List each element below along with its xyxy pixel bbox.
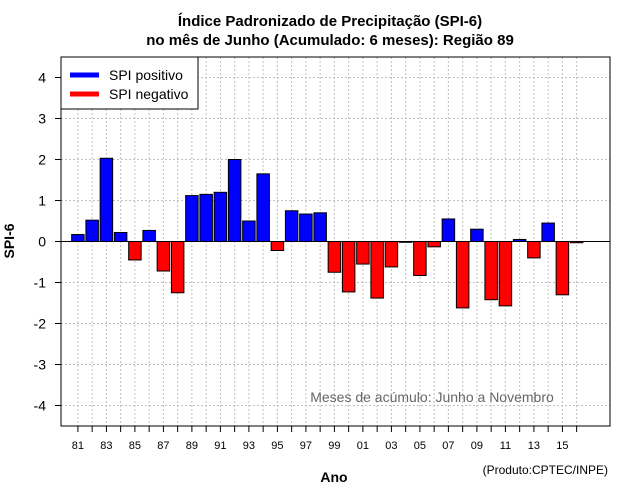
bar-2014	[541, 222, 555, 243]
y-tick-label: 0	[38, 234, 46, 250]
x-tick-label: 99	[328, 440, 340, 452]
bar-1986	[142, 229, 156, 242]
x-tick-label: 03	[385, 440, 397, 452]
bar-2010	[484, 241, 498, 301]
bar-2009	[470, 228, 484, 242]
bar-1999	[327, 241, 342, 273]
bar-2005	[413, 241, 427, 277]
annotation-text: Meses de acúmulo: Junho a Novembro	[310, 389, 554, 405]
x-tick-label: 85	[129, 440, 141, 452]
x-axis: 81 83 85 87 89 91 93 95 97 99 01 03 05 07 09 11 13 15	[72, 426, 578, 452]
bar-1995	[270, 241, 285, 252]
x-tick-label: 93	[243, 440, 255, 452]
legend-label-negative: SPI negativo	[109, 86, 189, 102]
bar-2013	[527, 241, 541, 259]
x-tick-label: 97	[300, 440, 312, 452]
y-tick-label: 1	[38, 193, 46, 209]
x-tick-label: 83	[100, 440, 112, 452]
bar-2006	[427, 241, 441, 248]
bar-2001	[356, 241, 370, 265]
bar-1982	[85, 219, 99, 242]
x-tick-label: 09	[471, 440, 483, 452]
credit-text: (Produto:CPTEC/INPE)	[483, 463, 608, 477]
x-tick-label: 05	[414, 440, 426, 452]
bar-1998	[313, 212, 327, 243]
x-tick-label: 13	[528, 440, 540, 452]
y-tick-label: -4	[34, 398, 47, 414]
y-tick-label: -3	[34, 357, 47, 373]
y-tick-label: -1	[34, 275, 47, 291]
legend-label-positive: SPI positivo	[109, 67, 183, 83]
bar-1981	[71, 234, 85, 242]
bar-1997	[299, 213, 313, 242]
x-tick-label: 01	[357, 440, 369, 452]
legend-box	[60, 56, 199, 110]
bar-2000	[341, 241, 356, 293]
bar-2002	[370, 241, 384, 299]
y-axis: -4 -3 -2 -1 0 1 2 3 4	[34, 70, 61, 414]
x-tick-label: 87	[157, 440, 169, 452]
x-tick-label: 95	[271, 440, 283, 452]
legend: SPI positivo SPI negativo	[60, 56, 199, 110]
bar-2003	[384, 241, 399, 268]
y-tick-label: -2	[34, 316, 47, 332]
x-tick-label: 81	[72, 440, 84, 452]
bar-1984	[113, 231, 128, 242]
y-tick-label: 2	[38, 152, 46, 168]
bar-1992	[227, 159, 242, 242]
x-tick-label: 91	[214, 440, 226, 452]
x-tick-label: 15	[556, 440, 568, 452]
y-tick-label: 4	[38, 70, 46, 86]
bar-2011	[498, 241, 513, 307]
bar-1994	[256, 173, 270, 243]
bar-1993	[242, 220, 256, 242]
bar-1991	[213, 191, 228, 243]
bar-1985	[128, 241, 142, 261]
bar-2007	[441, 218, 456, 242]
x-tick-label: 89	[186, 440, 198, 452]
bar-1989	[185, 195, 199, 242]
bar-1990	[199, 193, 213, 243]
chart-subtitle: no mês de Junho (Acumulado: 6 meses): Re…	[146, 32, 514, 49]
x-axis-label: Ano	[320, 469, 347, 485]
bar-1987	[156, 241, 171, 272]
bar-2008	[455, 241, 470, 309]
chart-title: Índice Padronizado de Precipitação (SPI-…	[178, 13, 482, 30]
y-tick-label: 3	[38, 111, 46, 127]
bar-1988	[170, 241, 185, 294]
x-tick-label: 11	[500, 440, 511, 452]
x-tick-label: 07	[442, 440, 454, 452]
bar-1983	[99, 157, 114, 243]
y-axis-label: SPI-6	[1, 223, 17, 258]
bar-1996	[284, 210, 299, 242]
bar-2015	[555, 241, 570, 296]
